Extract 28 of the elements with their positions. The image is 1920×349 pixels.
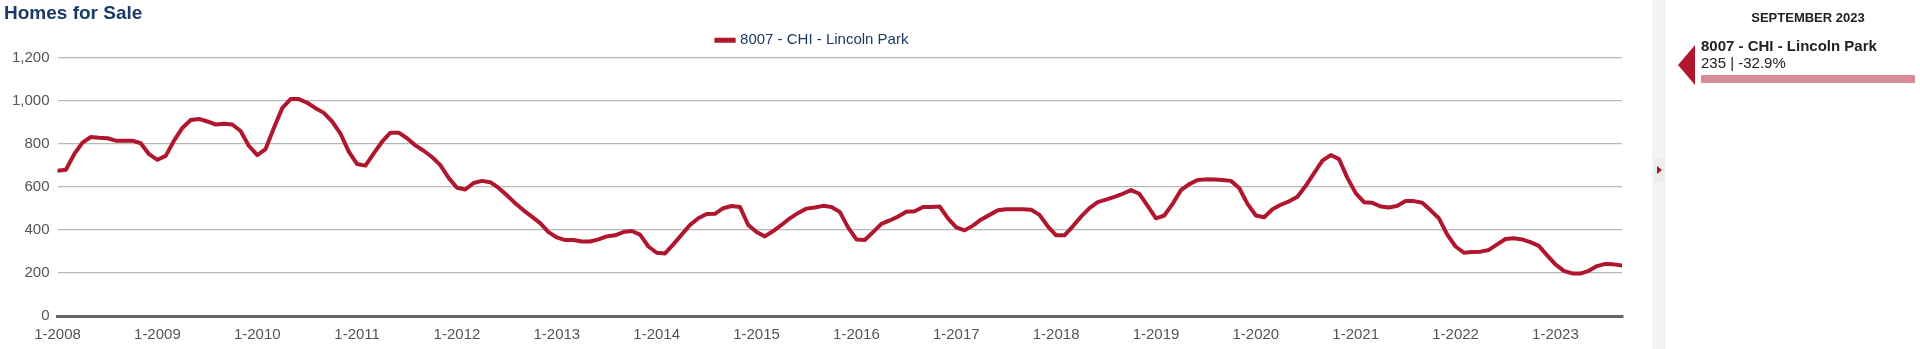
x-tick-label: 1-2009 <box>134 325 181 343</box>
x-tick-label: 1-2018 <box>1032 325 1080 343</box>
x-tick-label: 1-2021 <box>1332 325 1380 343</box>
y-tick-label: 600 <box>24 177 50 195</box>
y-tick-label: 1,000 <box>11 90 50 108</box>
x-tick-label: 1-2016 <box>833 325 880 343</box>
x-tick-label: 1-2008 <box>34 325 81 343</box>
x-tick-label: 1-2022 <box>1432 325 1479 343</box>
x-tick-label: 1-2012 <box>433 325 481 343</box>
y-tick-label: 200 <box>24 263 50 281</box>
y-tick-label: 800 <box>24 134 50 152</box>
x-tick-label: 1-2015 <box>733 325 780 343</box>
x-tick-label: 1-2011 <box>334 325 380 343</box>
chart-title: Homes for Sale <box>4 1 143 23</box>
x-tick-label: 1-2020 <box>1232 325 1280 343</box>
text: 8007 - CHI - Lincoln Park <box>1701 37 1878 54</box>
text: 235 | -32.9% <box>1701 54 1787 71</box>
x-tick-label: 1-2010 <box>233 325 281 343</box>
y-tick-label: 0 <box>41 306 50 324</box>
text: SEPTEMBER 2023 <box>1750 10 1866 25</box>
x-tick-label: 1-2017 <box>932 325 980 343</box>
legend-label: 8007 - CHI - Lincoln Park <box>740 30 909 48</box>
x-tick-label: 1-2019 <box>1132 325 1180 343</box>
y-tick-label: 400 <box>24 220 50 238</box>
x-tick-label: 1-2014 <box>633 325 681 343</box>
x-tick-label: 1-2023 <box>1532 325 1579 343</box>
y-tick-label: 1,200 <box>11 47 50 65</box>
x-tick-label: 1-2013 <box>533 325 581 343</box>
